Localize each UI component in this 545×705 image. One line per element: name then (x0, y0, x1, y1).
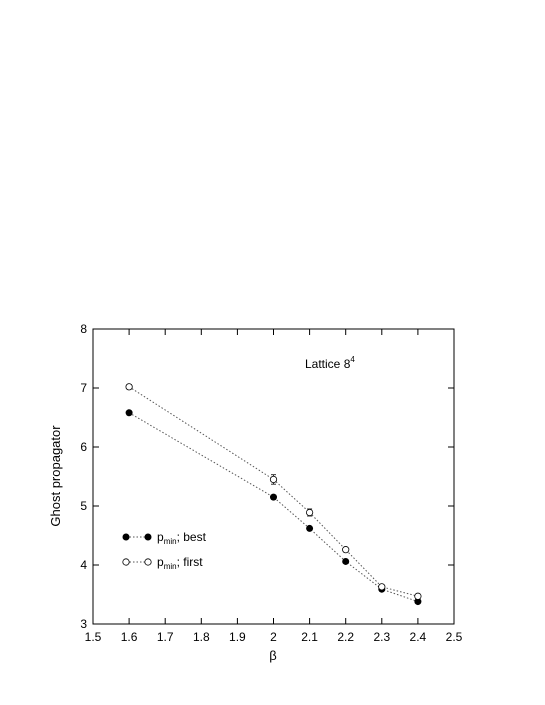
x-tick-label: 2.5 (446, 630, 463, 644)
y-axis-label: Ghost propagator (48, 425, 63, 527)
x-tick-label: 1.5 (85, 630, 102, 644)
data-point (414, 598, 422, 606)
series-0-line (128, 412, 419, 603)
data-point (125, 383, 133, 391)
x-tick-label: 2 (270, 630, 277, 644)
y-tick-label: 3 (80, 617, 87, 631)
legend-first-rest: ; first (177, 555, 204, 569)
legend: pmin; best pmin; first (122, 530, 207, 571)
x-tick-label: 2.2 (337, 630, 354, 644)
legend-best-rest: ; best (177, 530, 207, 544)
data-point (306, 524, 314, 532)
axis-ticks (92, 328, 455, 625)
lattice-annotation: Lattice 84 (305, 355, 355, 371)
legend-entry-best: pmin; best (122, 530, 207, 546)
y-tick-label: 7 (80, 381, 87, 395)
legend-marker-first-left (122, 558, 130, 566)
x-tick-label: 2.3 (373, 630, 390, 644)
data-point (342, 546, 350, 554)
legend-marker-first-right (144, 558, 152, 566)
annotation-base: Lattice 8 (305, 357, 351, 371)
series-1 (125, 383, 422, 600)
series-layer (125, 383, 422, 606)
legend-label-best: pmin; best (157, 530, 207, 546)
x-tick-label: 1.7 (157, 630, 174, 644)
annotation-superscript: 4 (350, 355, 355, 364)
legend-entry-first: pmin; first (122, 555, 203, 571)
y-tick-label: 4 (80, 558, 87, 572)
data-point (378, 583, 386, 591)
data-point (305, 508, 314, 517)
legend-marker-best-right (144, 533, 152, 541)
legend-best-sub: min (164, 537, 177, 546)
y-tick-label: 5 (80, 499, 87, 513)
tick-labels: 1.5 1.6 1.7 1.8 1.9 2 2.1 2.2 2.3 2.4 2.5 3 4 5 6 7 8 (80, 322, 462, 644)
legend-label-first: pmin; first (157, 555, 203, 571)
y-tick-label: 6 (80, 440, 87, 454)
y-tick-label: 8 (80, 322, 87, 336)
legend-best-main: p (157, 530, 164, 544)
x-tick-label: 1.9 (229, 630, 246, 644)
x-tick-label: 2.1 (301, 630, 318, 644)
legend-marker-best-left (122, 533, 130, 541)
data-point (270, 493, 277, 501)
data-point (414, 592, 422, 600)
data-point (269, 475, 278, 484)
x-axis-label: β (269, 648, 276, 663)
x-tick-label: 1.6 (121, 630, 138, 644)
data-point (125, 409, 133, 417)
x-tick-label: 1.8 (193, 630, 210, 644)
x-tick-label: 2.4 (410, 630, 427, 644)
legend-first-main: p (157, 555, 164, 569)
series-1-line (128, 386, 419, 597)
data-point (342, 557, 350, 565)
series-0 (125, 409, 422, 606)
legend-first-sub: min (164, 562, 177, 571)
